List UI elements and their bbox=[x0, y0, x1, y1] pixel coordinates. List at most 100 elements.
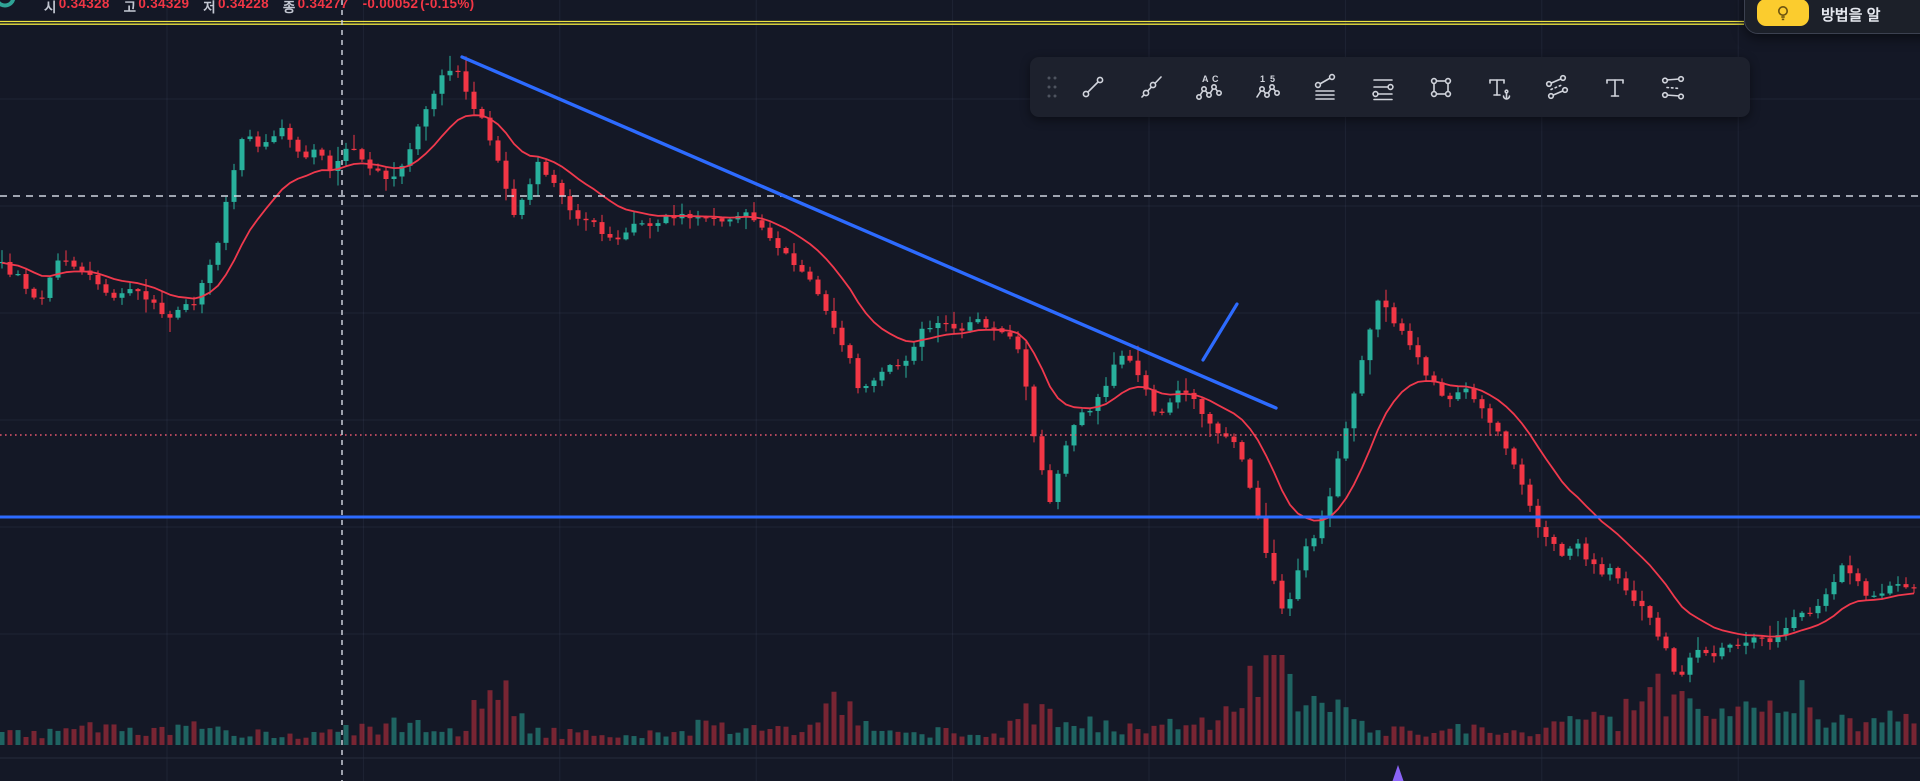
volume-bar bbox=[359, 723, 365, 745]
ohlc-low-value: 0.34228 bbox=[218, 0, 269, 11]
volume-bar bbox=[1367, 732, 1373, 745]
candle bbox=[1335, 451, 1341, 498]
parallel-channel-tool-button[interactable] bbox=[1528, 64, 1586, 110]
volume-bar bbox=[63, 728, 69, 745]
volume-bar bbox=[447, 728, 453, 745]
ohlc-open-value: 0.34328 bbox=[58, 0, 110, 11]
volume-bar bbox=[1439, 730, 1445, 745]
volume-bar bbox=[871, 730, 877, 745]
anchored-text-tool-button[interactable] bbox=[1470, 64, 1528, 110]
candle bbox=[871, 377, 877, 393]
text-tool-button[interactable] bbox=[1586, 64, 1644, 110]
volume-bar bbox=[543, 737, 549, 745]
volume-bar bbox=[487, 690, 493, 745]
candle bbox=[751, 202, 757, 223]
candle bbox=[1439, 378, 1445, 397]
candle bbox=[863, 383, 869, 393]
candle bbox=[791, 243, 797, 272]
volume-bar bbox=[1223, 706, 1229, 745]
volume-bar bbox=[967, 734, 973, 745]
volume-bar bbox=[1519, 732, 1525, 745]
candle bbox=[1783, 617, 1789, 641]
candle bbox=[1359, 355, 1365, 396]
candle bbox=[319, 147, 325, 161]
volume-bar bbox=[119, 731, 125, 745]
volume-bar bbox=[591, 735, 597, 745]
volume-bar bbox=[799, 732, 805, 745]
volume-bar bbox=[1055, 727, 1061, 745]
fib-retracement-tool-button[interactable] bbox=[1296, 64, 1354, 110]
volume-bar bbox=[687, 735, 693, 745]
toolbar-drag-handle-icon[interactable] bbox=[1040, 70, 1064, 104]
volume-bar bbox=[1887, 710, 1893, 745]
volume-bar bbox=[1375, 730, 1381, 745]
candle bbox=[247, 129, 253, 142]
volume-bar bbox=[1007, 720, 1013, 745]
volume-bar bbox=[1175, 729, 1181, 745]
volume-bar bbox=[87, 722, 93, 745]
candle bbox=[567, 189, 573, 220]
volume-bar bbox=[559, 738, 565, 745]
volume-bar bbox=[1631, 710, 1637, 745]
help-popup-button[interactable] bbox=[1757, 0, 1809, 26]
candle bbox=[799, 259, 805, 273]
short-trendline[interactable] bbox=[1201, 302, 1239, 362]
lightbulb-icon bbox=[1778, 5, 1788, 20]
candle bbox=[631, 211, 637, 236]
arrow-marker[interactable] bbox=[1392, 765, 1404, 781]
candle bbox=[71, 256, 77, 270]
volume-bar bbox=[519, 713, 525, 745]
candle bbox=[1311, 534, 1317, 552]
volume-bar bbox=[295, 738, 301, 745]
candle bbox=[1231, 433, 1237, 449]
volume-bar bbox=[1111, 731, 1117, 745]
volume-bar bbox=[1815, 719, 1821, 745]
extended-line-tool-button[interactable] bbox=[1122, 64, 1180, 110]
volume-bar bbox=[1671, 694, 1677, 745]
volume-bar bbox=[751, 725, 757, 745]
help-popup-label: 방법을 알 bbox=[1821, 7, 1881, 24]
candle bbox=[767, 222, 773, 241]
volume-bar bbox=[831, 691, 837, 745]
volume-bar bbox=[1303, 705, 1309, 745]
volume-bar bbox=[863, 720, 869, 745]
volume-bar bbox=[1527, 736, 1533, 745]
descending-trendline[interactable] bbox=[460, 55, 1278, 410]
candle bbox=[1399, 318, 1405, 335]
disjoint-channel-tool-button[interactable] bbox=[1644, 64, 1702, 110]
volume-bar bbox=[1799, 680, 1805, 745]
trend-line-tool-button[interactable] bbox=[1064, 64, 1122, 110]
candle bbox=[527, 178, 533, 206]
volume-bar bbox=[1167, 718, 1173, 745]
volume-bar bbox=[391, 717, 397, 745]
volume-bar bbox=[839, 714, 845, 745]
volume-bar bbox=[279, 737, 285, 745]
volume-bar bbox=[503, 680, 509, 745]
candle bbox=[207, 259, 213, 295]
horizontal-line-set-tool-button[interactable] bbox=[1354, 64, 1412, 110]
candle bbox=[551, 169, 557, 188]
volume-bar bbox=[1711, 718, 1717, 745]
disjoint-channel-icon bbox=[1661, 75, 1685, 100]
candle bbox=[447, 55, 453, 81]
ohlc-high-label: 고 bbox=[123, 0, 137, 15]
volume-bar bbox=[623, 735, 629, 745]
volume-bar bbox=[1311, 695, 1317, 745]
volume-bar bbox=[1615, 731, 1621, 745]
candle bbox=[1607, 563, 1613, 581]
volume-bar bbox=[679, 731, 685, 745]
volume-bar bbox=[727, 733, 733, 745]
candle bbox=[1759, 635, 1765, 647]
volume-bar bbox=[1095, 732, 1101, 745]
volume-bar bbox=[943, 728, 949, 745]
rectangle-tool-button[interactable] bbox=[1412, 64, 1470, 110]
candle bbox=[1807, 607, 1813, 617]
candle bbox=[1663, 632, 1669, 651]
volume-bar bbox=[71, 729, 77, 745]
volume-bar bbox=[1471, 724, 1477, 745]
ma-line[interactable] bbox=[1, 114, 1915, 638]
